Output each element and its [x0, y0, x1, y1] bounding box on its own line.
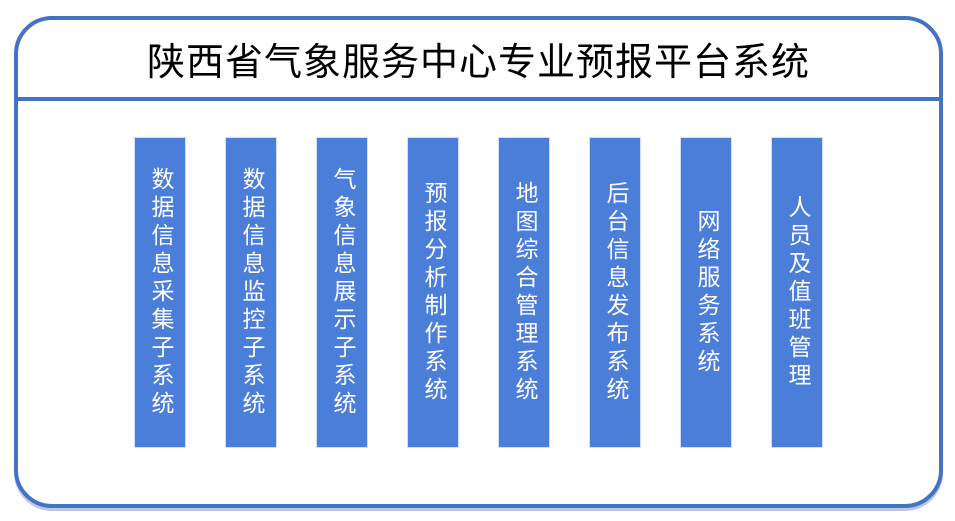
subsystem-bar: 数据信息采集子系统: [135, 138, 185, 447]
subsystem-bar: 数据信息监控子系统: [226, 138, 276, 447]
subsystem-label: 网络服务系统: [693, 208, 719, 377]
diagram-frame: 陕西省气象服务中心专业预报平台系统 数据信息采集子系统 数据信息监控子系统 气象…: [14, 16, 943, 508]
subsystem-bar: 地图综合管理系统: [499, 138, 549, 447]
subsystem-label: 后台信息发布系统: [602, 180, 628, 405]
subsystem-bar: 人员及值班管理: [772, 138, 822, 447]
subsystem-label: 预报分析制作系统: [420, 180, 446, 405]
subsystem-bars: 数据信息采集子系统 数据信息监控子系统 气象信息展示子系统 预报分析制作系统 地…: [18, 138, 939, 447]
subsystem-bar: 后台信息发布系统: [590, 138, 640, 447]
subsystem-bar: 气象信息展示子系统: [317, 138, 367, 447]
subsystem-label: 数据信息监控子系统: [238, 166, 264, 419]
subsystem-label: 气象信息展示子系统: [329, 166, 355, 419]
subsystem-label: 数据信息采集子系统: [147, 166, 173, 419]
subsystem-label: 地图综合管理系统: [511, 180, 537, 405]
subsystem-label: 人员及值班管理: [784, 194, 810, 391]
subsystem-bar: 网络服务系统: [681, 138, 731, 447]
subsystem-bar: 预报分析制作系统: [408, 138, 458, 447]
title-bar: 陕西省气象服务中心专业预报平台系统: [18, 20, 939, 101]
page-title: 陕西省气象服务中心专业预报平台系统: [146, 40, 810, 84]
